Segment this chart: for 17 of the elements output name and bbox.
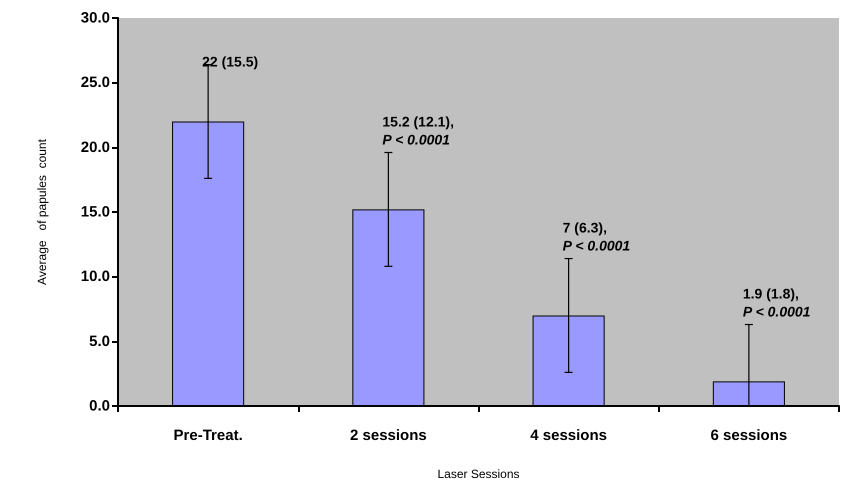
x-tick-label: 6 sessions	[710, 427, 788, 444]
annotation: 7 (6.3), P < 0.0001	[562, 220, 630, 254]
y-tick-label: 10.0	[80, 268, 110, 286]
x-tick-label: 2 sessions	[350, 427, 427, 444]
y-tick-label: 5.0	[89, 332, 110, 350]
y-tick-label: 0.0	[89, 398, 110, 414]
annotation: 22 (15.5)	[202, 54, 258, 70]
x-tick-label: 4 sessions	[530, 427, 607, 444]
y-tick-label: 15.0	[80, 204, 110, 220]
y-tick-label: 25.0	[80, 74, 110, 92]
annotation: 1.9 (1.8), P < 0.0001	[742, 286, 811, 320]
y-axis-title: Average of papules count	[35, 138, 49, 285]
y-tick-label: 20.0	[80, 138, 110, 156]
y-tick-label: 30.0	[80, 10, 110, 26]
annotation: 15.2 (12.1), P < 0.0001	[382, 114, 454, 148]
x-tick-label: Pre-Treat.	[174, 427, 243, 444]
x-axis-title: Laser Sessions	[437, 467, 520, 481]
